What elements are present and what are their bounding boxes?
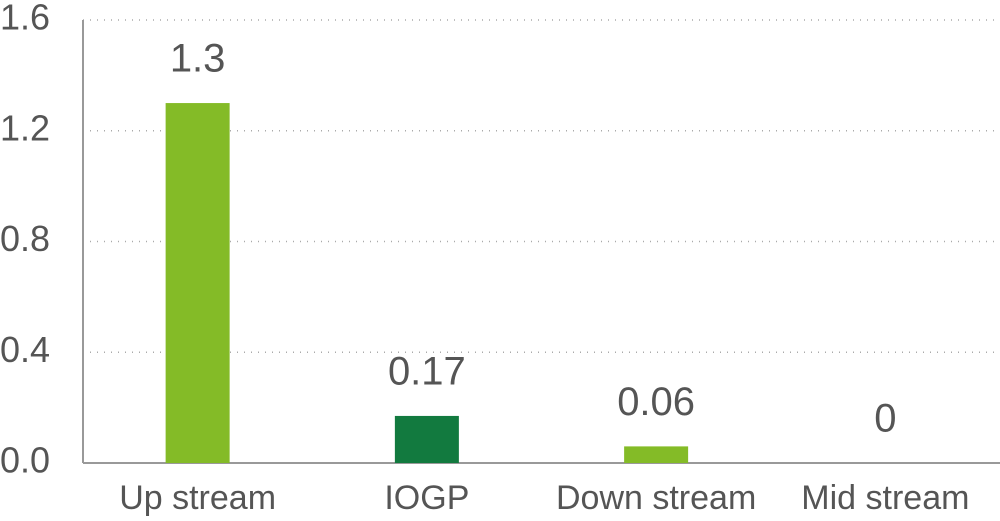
y-tick-label: 1.2 — [0, 107, 50, 148]
bar — [624, 446, 689, 463]
x-tick-label: IOGP — [384, 479, 469, 517]
value-label: 0 — [874, 397, 896, 441]
value-label: 0.06 — [617, 380, 695, 424]
y-tick-label: 0.4 — [0, 329, 50, 370]
value-label: 1.3 — [170, 37, 226, 81]
y-tick-label: 1.6 — [0, 0, 50, 38]
y-tick-label: 0.8 — [0, 218, 50, 259]
x-tick-label: Down stream — [556, 479, 756, 517]
x-tick-label: Up stream — [119, 479, 276, 517]
value-label: 0.17 — [388, 349, 466, 393]
y-tick-label: 0.0 — [0, 440, 50, 481]
x-tick-label: Mid stream — [801, 479, 969, 517]
bar — [394, 415, 459, 463]
bar — [165, 103, 230, 463]
